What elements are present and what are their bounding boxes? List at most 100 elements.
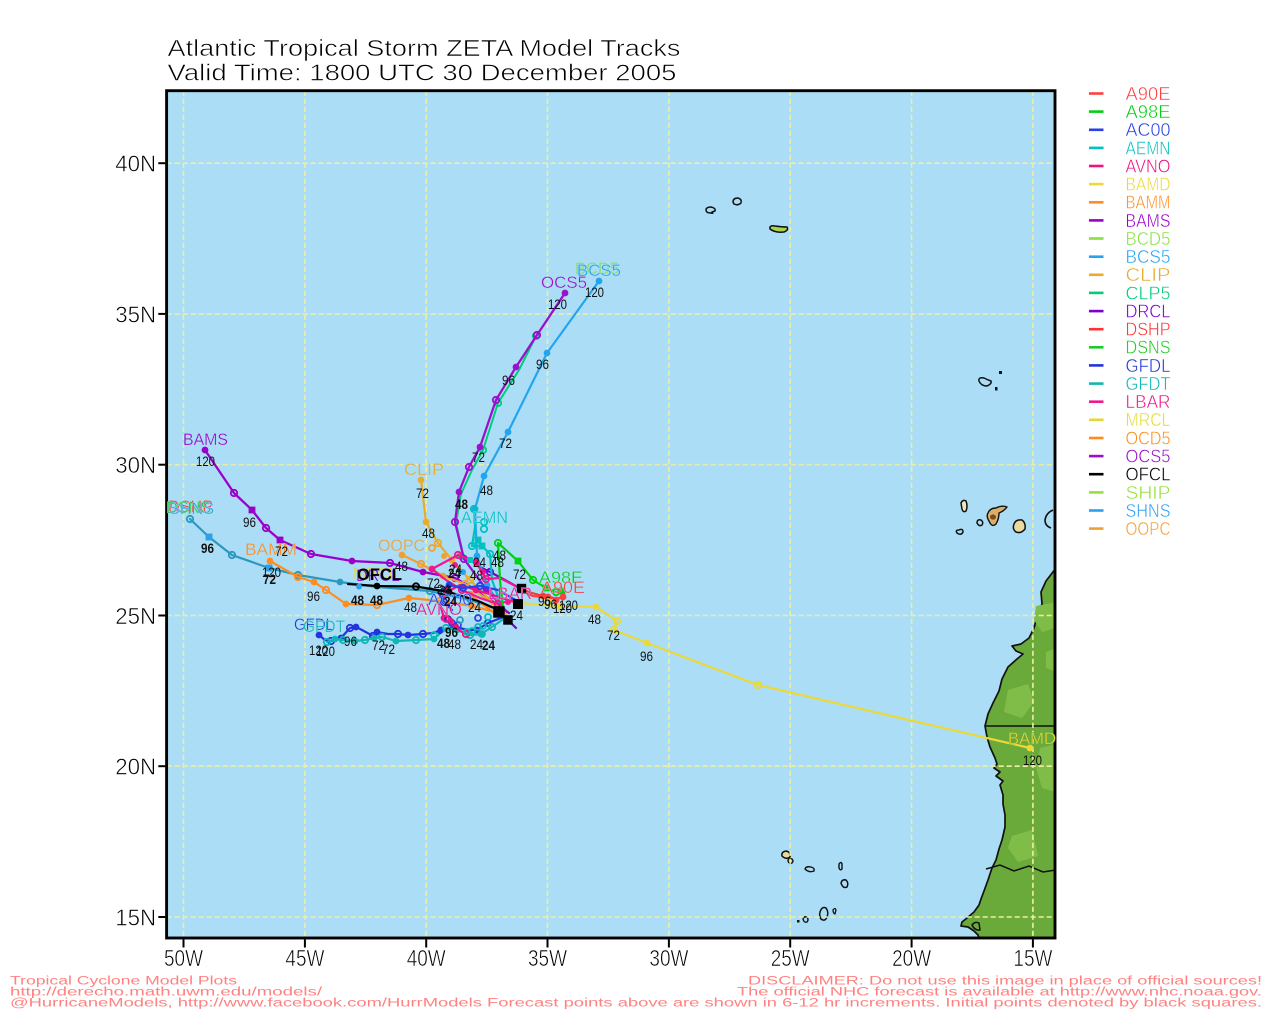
svg-text:A98E: A98E xyxy=(1126,102,1171,122)
svg-text:GFDL: GFDL xyxy=(1126,356,1171,376)
svg-text:24: 24 xyxy=(470,637,483,652)
svg-text:20N: 20N xyxy=(115,754,156,780)
svg-text:24: 24 xyxy=(510,608,523,623)
svg-text:OCD5: OCD5 xyxy=(1126,428,1171,448)
svg-text:A90E: A90E xyxy=(541,578,585,597)
svg-text:72: 72 xyxy=(416,486,429,501)
svg-text:48: 48 xyxy=(491,555,504,570)
svg-text:24: 24 xyxy=(437,582,450,597)
svg-text:SHNS: SHNS xyxy=(1126,501,1171,521)
svg-text:25W: 25W xyxy=(771,945,811,971)
svg-text:96: 96 xyxy=(243,515,256,530)
svg-text:SHNS: SHNS xyxy=(169,499,214,518)
svg-text:Valid Time: 1800 UTC 30 Decemb: Valid Time: 1800 UTC 30 December 2005 xyxy=(168,60,677,86)
svg-text:GFDT: GFDT xyxy=(1126,374,1171,394)
svg-text:72: 72 xyxy=(372,638,385,653)
svg-text:120: 120 xyxy=(548,297,567,312)
svg-text:120: 120 xyxy=(196,454,215,469)
svg-text:CLP5: CLP5 xyxy=(1126,283,1171,303)
svg-text:Atlantic Tropical Storm ZETA M: Atlantic Tropical Storm ZETA Model Track… xyxy=(168,35,681,61)
svg-text:AVNO: AVNO xyxy=(1126,156,1171,176)
svg-text:SHIP: SHIP xyxy=(1126,483,1171,503)
svg-text:35N: 35N xyxy=(115,301,156,327)
svg-text:AC00: AC00 xyxy=(1126,120,1171,140)
svg-text:AC00: AC00 xyxy=(428,590,472,609)
svg-text:15W: 15W xyxy=(1013,945,1053,971)
svg-text:40W: 40W xyxy=(407,945,447,971)
svg-text:24: 24 xyxy=(448,566,461,581)
svg-text:AEMN: AEMN xyxy=(461,508,508,527)
svg-text:120: 120 xyxy=(585,285,604,300)
svg-text:CLIP: CLIP xyxy=(404,460,444,479)
svg-text:BAMM: BAMM xyxy=(245,540,297,559)
svg-text:120: 120 xyxy=(309,643,328,658)
svg-text:120: 120 xyxy=(316,644,335,659)
svg-text:48: 48 xyxy=(448,637,461,652)
svg-text:Tropical Cyclone Model Plots: Tropical Cyclone Model Plots xyxy=(10,976,237,988)
svg-text:96: 96 xyxy=(307,589,320,604)
svg-text:24: 24 xyxy=(444,594,457,609)
svg-text:BCS5: BCS5 xyxy=(1126,247,1171,267)
svg-text:30W: 30W xyxy=(649,945,689,971)
svg-text:15N: 15N xyxy=(115,905,156,931)
svg-text:50W: 50W xyxy=(164,945,204,971)
svg-text:48: 48 xyxy=(395,559,408,574)
svg-text:120: 120 xyxy=(262,565,281,580)
svg-text:OFCL: OFCL xyxy=(1126,465,1171,485)
svg-text:48: 48 xyxy=(455,497,468,512)
svg-text:72: 72 xyxy=(513,567,526,582)
svg-text:DSNS: DSNS xyxy=(1126,338,1171,358)
svg-text:120: 120 xyxy=(559,598,578,613)
svg-text:72: 72 xyxy=(382,642,395,657)
svg-text:30N: 30N xyxy=(115,452,156,478)
svg-text:BCS5: BCS5 xyxy=(577,261,621,280)
svg-text:48: 48 xyxy=(480,483,493,498)
svg-text:72: 72 xyxy=(263,572,276,587)
svg-text:DRCL: DRCL xyxy=(1126,302,1171,322)
svg-text:GFDT: GFDT xyxy=(303,617,345,636)
svg-text:OOPC: OOPC xyxy=(378,536,425,555)
svg-text:BAMD: BAMD xyxy=(1008,729,1056,748)
svg-text:96: 96 xyxy=(445,625,458,640)
svg-text:48: 48 xyxy=(351,593,364,608)
svg-text:MRCL: MRCL xyxy=(1126,410,1171,430)
svg-text:120: 120 xyxy=(1023,753,1042,768)
svg-text:DSNS: DSNS xyxy=(166,498,211,517)
svg-text:A90E: A90E xyxy=(1126,84,1171,104)
svg-text:CLIP: CLIP xyxy=(1126,265,1171,285)
svg-text:72: 72 xyxy=(427,576,440,591)
svg-text:MRCL: MRCL xyxy=(353,564,397,583)
svg-text:96: 96 xyxy=(640,649,653,664)
svg-text:35W: 35W xyxy=(528,945,568,971)
svg-text:http://derecho.math.uwm.edu/mo: http://derecho.math.uwm.edu/models/ xyxy=(10,987,323,999)
svg-text:OFCL: OFCL xyxy=(357,565,402,584)
svg-text:72: 72 xyxy=(472,450,485,465)
svg-text:OCS5: OCS5 xyxy=(541,273,587,292)
svg-text:72: 72 xyxy=(607,628,620,643)
svg-text:48: 48 xyxy=(404,600,417,615)
svg-text:20W: 20W xyxy=(892,945,932,971)
svg-text:96: 96 xyxy=(536,357,549,372)
svg-text:96: 96 xyxy=(502,373,515,388)
svg-text:24: 24 xyxy=(439,583,452,598)
svg-text:GFDL: GFDL xyxy=(294,615,334,634)
svg-text:72: 72 xyxy=(275,544,288,559)
svg-text:DISCLAIMER: Do not use this im: DISCLAIMER: Do not use this image in pla… xyxy=(748,976,1262,988)
svg-text:48: 48 xyxy=(370,593,383,608)
svg-text:48: 48 xyxy=(422,526,435,541)
svg-text:25N: 25N xyxy=(115,603,156,629)
svg-text:LBAR: LBAR xyxy=(1126,392,1171,412)
svg-text:48: 48 xyxy=(493,548,506,563)
svg-text:BAMD: BAMD xyxy=(1126,175,1171,195)
svg-text:@HurricaneModels, http://www.f: @HurricaneModels, http://www.facebook.co… xyxy=(10,998,1262,1010)
svg-text:OCS5: OCS5 xyxy=(1126,447,1171,467)
svg-text:96: 96 xyxy=(538,594,551,609)
svg-text:72: 72 xyxy=(499,436,512,451)
svg-text:45W: 45W xyxy=(285,945,325,971)
svg-text:48: 48 xyxy=(588,612,601,627)
svg-text:48: 48 xyxy=(470,568,483,583)
svg-text:BCD5: BCD5 xyxy=(575,259,619,278)
svg-text:OOPC: OOPC xyxy=(1126,519,1171,539)
svg-text:BAMM: BAMM xyxy=(1126,193,1171,213)
svg-text:BCD5: BCD5 xyxy=(1126,229,1171,249)
